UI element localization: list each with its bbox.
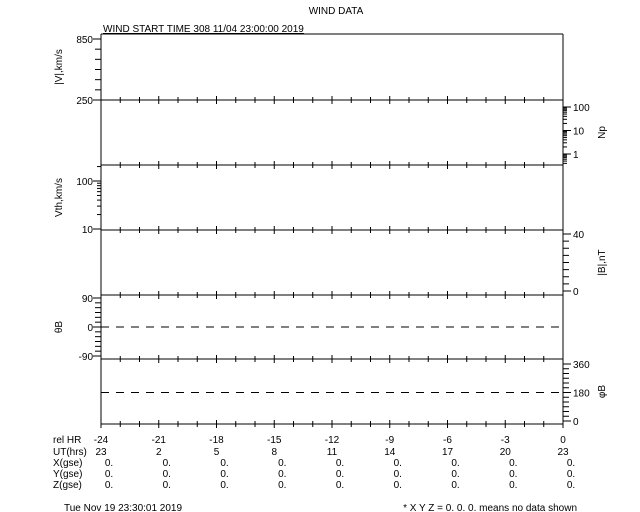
y-tick-label: 100	[76, 177, 93, 188]
x-row-value: 14	[384, 447, 396, 458]
x-row-value: 0.	[220, 480, 228, 491]
x-row-value: 20	[500, 447, 512, 458]
x-row-value: 0.	[509, 469, 517, 480]
x-row-value: 0.	[394, 458, 402, 469]
x-row-value: -6	[443, 435, 452, 446]
x-row-3: X(gse) 0. 0. 0. 0. 0. 0. 0. 0. 0.	[53, 458, 575, 469]
x-row-4: Y(gse) 0. 0. 0. 0. 0. 0. 0. 0. 0.	[53, 469, 575, 480]
x-row-value: -12	[325, 435, 340, 446]
x-row-value: 0.	[336, 480, 344, 491]
x-row-value: 0.	[451, 480, 459, 491]
footer-note: * X Y Z = 0. 0. 0. means no data shown	[403, 503, 577, 512]
x-row-value: 0.	[278, 480, 286, 491]
panel-2: 100 10 1 Np	[100, 99, 608, 169]
x-row-value: 0	[560, 435, 566, 446]
x-row-value: 0.	[220, 469, 228, 480]
x-row-value: 11	[327, 447, 338, 458]
x-row-value: 0.	[336, 458, 344, 469]
y-axis-label: |B|,nT	[597, 249, 608, 275]
y-tick-label: 0	[573, 417, 579, 428]
x-row-value: 0.	[394, 480, 402, 491]
y-tick-label: 10	[82, 225, 94, 236]
plot-title: WIND DATA	[309, 6, 364, 17]
x-row-value: 8	[271, 447, 277, 458]
x-row-value: 0.	[509, 480, 517, 491]
x-row-value: 0.	[451, 469, 459, 480]
x-row-value: 0.	[163, 480, 171, 491]
x-row-value: -9	[385, 435, 394, 446]
x-row-value: 0.	[278, 469, 286, 480]
x-row-value: 5	[214, 447, 220, 458]
y-tick-label: 0	[87, 323, 93, 334]
y-axis-label: Np	[597, 126, 608, 139]
y-tick-label: 0	[573, 287, 579, 298]
x-row-label: Y(gse)	[53, 469, 82, 480]
y-tick-label: 90	[82, 294, 94, 305]
y-axis-label: θB	[54, 321, 65, 334]
panel-1: 850 250 |V|,km/s	[54, 33, 564, 107]
x-row-1: rel HR -24 -21 -18 -15 -12 -9 -6 -3 0	[53, 435, 566, 446]
x-row-value: 0.	[509, 458, 517, 469]
x-row-value: 0.	[163, 469, 171, 480]
x-row-2: UT(hrs) 23 2 5 8 11 14 17 20 23	[53, 447, 569, 458]
x-row-value: -24	[94, 435, 109, 446]
x-row-value: 0.	[394, 469, 402, 480]
y-axis-label: |V|,km/s	[54, 49, 65, 85]
x-row-value: -3	[501, 435, 510, 446]
y-tick-label: 250	[76, 96, 93, 107]
x-row-value: 0.	[105, 480, 113, 491]
x-row-value: 0.	[105, 458, 113, 469]
x-row-value: 23	[557, 447, 569, 458]
x-row-value: 0.	[163, 458, 171, 469]
x-row-label: Z(gse)	[53, 480, 82, 491]
x-row-value: 17	[442, 447, 454, 458]
x-row-label: X(gse)	[53, 458, 82, 469]
y-tick-label: 10	[573, 127, 585, 138]
y-tick-label: 1	[573, 150, 579, 161]
x-row-label: UT(hrs)	[53, 447, 87, 458]
y-tick-label: 360	[573, 360, 590, 371]
panel-6: 360 180 0 φB	[100, 358, 608, 428]
x-row-5: Z(gse) 0. 0. 0. 0. 0. 0. 0. 0. 0.	[53, 480, 575, 491]
x-row-value: 0.	[567, 458, 575, 469]
x-row-value: 0.	[567, 480, 575, 491]
panel-5: 90 0 -90 θB	[54, 294, 564, 363]
footer-timestamp: Tue Nov 19 23:30:01 2019	[64, 503, 182, 512]
x-row-value: 0.	[336, 469, 344, 480]
y-axis-label: φB	[597, 385, 608, 398]
x-row-value: 2	[156, 447, 162, 458]
x-row-value: 0.	[220, 458, 228, 469]
x-row-value: -18	[209, 435, 224, 446]
x-row-label: rel HR	[53, 435, 81, 446]
y-tick-label: -90	[79, 352, 94, 363]
x-row-value: 0.	[567, 469, 575, 480]
y-tick-label: 850	[76, 35, 93, 46]
x-row-value: 23	[95, 447, 107, 458]
panel-4: 40 0 |B|,nT	[100, 229, 608, 299]
start-time-label: WIND START TIME 308 11/04 23:00:00 2019	[103, 24, 304, 35]
y-tick-label: 40	[573, 230, 585, 241]
panel-3: 100 10 Vth,km/s	[54, 164, 564, 236]
y-axis-label: Vth,km/s	[54, 178, 65, 217]
y-tick-label: 100	[573, 103, 590, 114]
x-row-value: -15	[267, 435, 282, 446]
x-row-value: 0.	[451, 458, 459, 469]
x-row-value: -21	[152, 435, 167, 446]
x-row-value: 0.	[278, 458, 286, 469]
y-tick-label: 180	[573, 389, 590, 400]
x-row-value: 0.	[105, 469, 113, 480]
